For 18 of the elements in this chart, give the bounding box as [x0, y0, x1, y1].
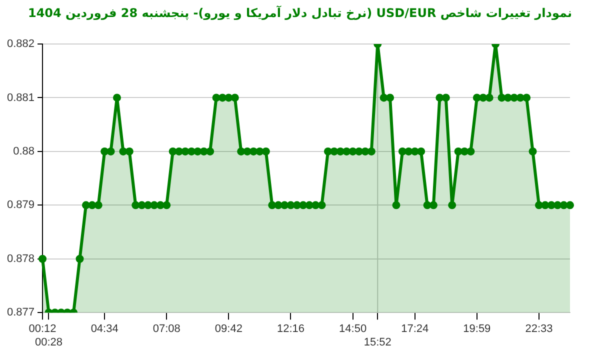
y-tick-label: 0.877: [6, 306, 35, 319]
x-tick-label: 14:50: [339, 323, 367, 336]
y-tick-label: 0.882: [6, 38, 35, 50]
y-tick-label: 0.881: [6, 92, 35, 104]
x-tick-label: 12:16: [276, 323, 305, 336]
x-tick-label: 22:33: [525, 323, 553, 336]
x-tick-label: 07:08: [152, 323, 180, 336]
y-tick-label: 0.879: [6, 199, 35, 212]
y-tick-label: 0.88: [13, 145, 35, 158]
x-tick-label: 17:24: [401, 323, 429, 336]
x-tick-label: 04:34: [90, 323, 118, 336]
x-tick-label: 09:42: [214, 323, 242, 336]
x-tick-label: 15:52: [364, 336, 392, 348]
chart-title: نمودار تغییرات شاخص USD/EUR (نرخ تبادل دلار آمریکا و یورو)- پنجشنبه 28 فروردین 1404: [26, 6, 574, 20]
x-tick-label: 00:12: [28, 323, 56, 336]
y-tick-label: 0.878: [6, 252, 35, 265]
x-tick-label: 00:28: [34, 336, 62, 348]
x-tick-label: 19:59: [463, 323, 491, 336]
